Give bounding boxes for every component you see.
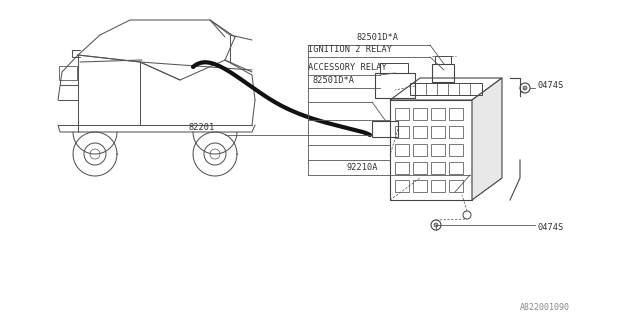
- Bar: [413, 162, 427, 174]
- Circle shape: [523, 86, 527, 90]
- Circle shape: [434, 223, 438, 227]
- Text: IGNITION 2 RELAY: IGNITION 2 RELAY: [308, 45, 392, 54]
- Bar: [449, 126, 463, 138]
- Bar: [449, 144, 463, 156]
- Text: 82501D*A: 82501D*A: [356, 33, 398, 42]
- Text: 82501D*A: 82501D*A: [312, 76, 354, 85]
- Text: 92210A: 92210A: [346, 163, 378, 172]
- Bar: [413, 126, 427, 138]
- Bar: [413, 180, 427, 192]
- Polygon shape: [390, 78, 502, 100]
- Bar: [395, 180, 409, 192]
- Bar: [413, 108, 427, 120]
- Bar: [375, 73, 415, 98]
- Bar: [431, 162, 445, 174]
- Text: 0474S: 0474S: [538, 81, 564, 90]
- Bar: [59, 66, 77, 80]
- Bar: [431, 144, 445, 156]
- Bar: [432, 64, 454, 82]
- Bar: [380, 63, 408, 73]
- Bar: [390, 100, 472, 200]
- Bar: [431, 180, 445, 192]
- Text: A822001090: A822001090: [520, 303, 570, 312]
- Bar: [410, 83, 482, 95]
- Bar: [435, 56, 451, 64]
- Bar: [395, 108, 409, 120]
- Bar: [449, 180, 463, 192]
- Bar: [395, 162, 409, 174]
- Bar: [413, 144, 427, 156]
- Polygon shape: [472, 78, 502, 200]
- Bar: [395, 126, 409, 138]
- Bar: [449, 108, 463, 120]
- Bar: [372, 121, 398, 137]
- Bar: [431, 108, 445, 120]
- Text: 0474S: 0474S: [538, 223, 564, 233]
- Bar: [449, 162, 463, 174]
- Text: 82201: 82201: [188, 123, 214, 132]
- Bar: [395, 144, 409, 156]
- Bar: [431, 126, 445, 138]
- Text: ACCESSORY RELAY: ACCESSORY RELAY: [308, 63, 387, 72]
